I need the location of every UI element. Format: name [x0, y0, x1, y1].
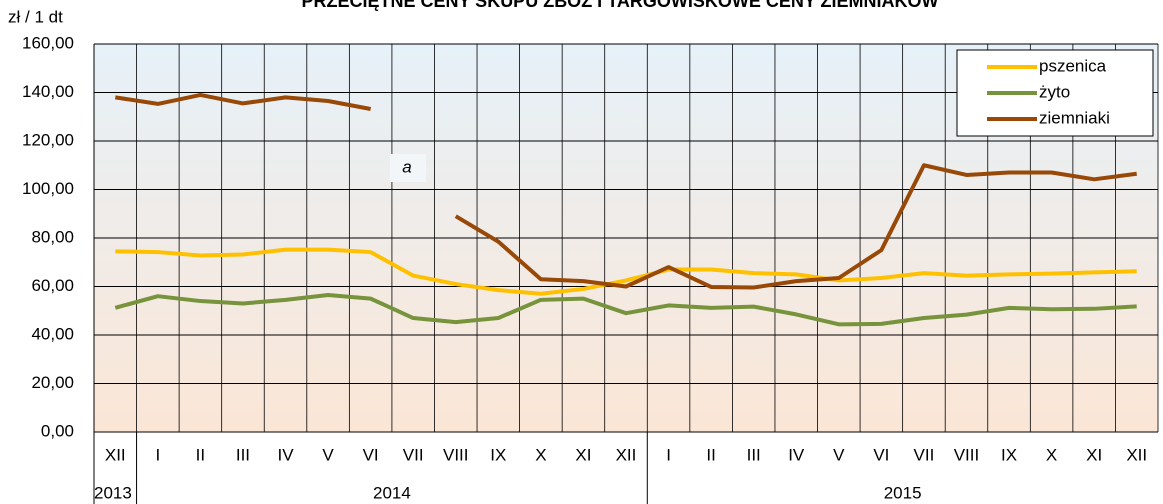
x-tick-label: XI: [575, 445, 591, 464]
annotation: a: [402, 157, 411, 176]
x-tick-label: VII: [403, 445, 424, 464]
x-tick-label: XII: [1126, 445, 1147, 464]
x-tick-label: I: [666, 445, 671, 464]
year-label: 2015: [884, 483, 922, 502]
x-tick-label: III: [236, 445, 250, 464]
x-tick-label: V: [833, 445, 845, 464]
year-label: 2014: [373, 483, 411, 502]
x-tick-label: XII: [616, 445, 637, 464]
annotation-box: [390, 154, 426, 182]
x-tick-label: X: [1046, 445, 1057, 464]
x-tick-label: II: [706, 445, 715, 464]
x-tick-label: VII: [914, 445, 935, 464]
y-axis-label: zł / 1 dt: [8, 7, 63, 26]
x-tick-label: XI: [1086, 445, 1102, 464]
x-tick-label: XII: [105, 445, 126, 464]
x-tick-label: IV: [277, 445, 294, 464]
y-tick-label: 160,00: [22, 33, 74, 52]
y-tick-label: 0,00: [41, 421, 74, 440]
y-tick-label: 40,00: [31, 324, 74, 343]
series-line: [115, 247, 1137, 296]
x-tick-label: II: [196, 445, 205, 464]
legend-label: żyto: [1039, 82, 1070, 101]
x-tick-label: IX: [490, 445, 506, 464]
x-tick-label: V: [322, 445, 334, 464]
series-line: [114, 92, 1137, 290]
y-tick-label: 80,00: [31, 227, 74, 246]
legend-label: pszenica: [1039, 56, 1107, 75]
x-tick-label: IV: [788, 445, 805, 464]
x-tick-label: IX: [1001, 445, 1017, 464]
x-tick-label: VI: [363, 445, 379, 464]
year-label: 2013: [94, 483, 132, 502]
x-tick-label: VIII: [443, 445, 469, 464]
series-line: [114, 292, 1137, 327]
x-tick-label: III: [747, 445, 761, 464]
y-tick-label: 140,00: [22, 82, 74, 101]
y-tick-label: 100,00: [22, 179, 74, 198]
legend-label: ziemniaki: [1039, 108, 1110, 127]
y-tick-label: 60,00: [31, 276, 74, 295]
x-tick-label: I: [155, 445, 160, 464]
x-tick-label: VI: [873, 445, 889, 464]
y-tick-label: 20,00: [31, 373, 74, 392]
x-tick-label: X: [535, 445, 546, 464]
chart-title: PRZECIĘTNE CENY SKUPU ZBÓŻ I TARGOWISKOW…: [301, 0, 938, 11]
y-tick-label: 120,00: [22, 130, 74, 149]
x-tick-label: VIII: [954, 445, 980, 464]
